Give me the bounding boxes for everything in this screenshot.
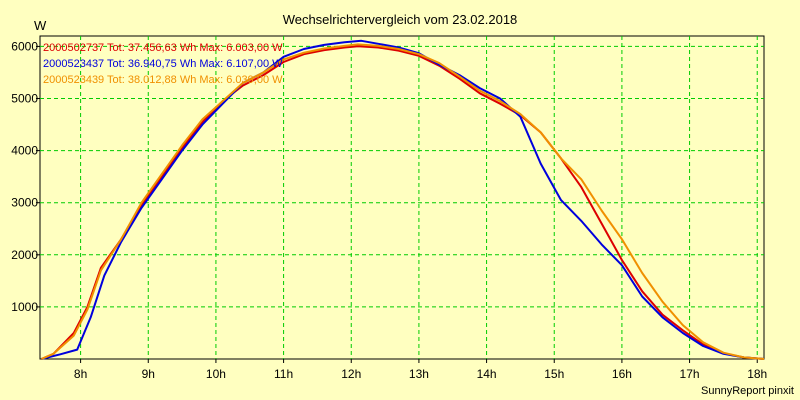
y-axis-ticks: 1000 2000 3000 4000 5000 6000 <box>11 39 40 314</box>
x-tick-label: 9h <box>142 367 155 381</box>
y-tick-label: 6000 <box>11 39 38 53</box>
plot-area-frame <box>39 35 765 360</box>
y-tick-label: 3000 <box>11 196 38 210</box>
x-tick-label: 8h <box>74 367 87 381</box>
series-line-3 <box>41 43 765 360</box>
y-tick-label: 4000 <box>11 144 38 158</box>
y-tick-label: 2000 <box>11 248 38 262</box>
y-tick-label: 5000 <box>11 92 38 106</box>
x-tick-label: 17h <box>680 367 700 381</box>
grid-lines <box>40 36 764 359</box>
legend-entry-2: 2000523437 Tot: 36.940,75 Wh Max: 6.107,… <box>43 58 283 70</box>
series-line-2 <box>41 39 765 360</box>
chart-title: Wechselrichtervergleich vom 23.02.2018 <box>283 12 518 27</box>
x-tick-label: 12h <box>341 367 361 381</box>
x-axis-ticks: 8h 9h 10h 11h 12h 13h 14h 15h 16h 17h 18h <box>74 359 767 381</box>
credit-label: SunnyReport pinxit <box>701 385 794 397</box>
x-tick-label: 18h <box>747 367 767 381</box>
legend-entry-1: 2000502737 Tot: 37.456,63 Wh Max: 6.003,… <box>43 42 283 54</box>
x-tick-label: 16h <box>612 367 632 381</box>
series-line-1 <box>41 45 765 360</box>
x-tick-label: 11h <box>274 367 293 381</box>
y-axis-unit-label: W <box>34 18 47 33</box>
y-tick-label: 1000 <box>11 300 38 314</box>
x-tick-label: 13h <box>409 367 429 381</box>
x-tick-label: 15h <box>544 367 564 381</box>
x-tick-label: 14h <box>477 367 497 381</box>
x-tick-label: 10h <box>206 367 226 381</box>
legend: 2000502737 Tot: 37.456,63 Wh Max: 6.003,… <box>43 42 283 86</box>
series-lines <box>41 39 765 360</box>
legend-entry-3: 2000523439 Tot: 38.012,88 Wh Max: 6.039,… <box>43 74 283 86</box>
